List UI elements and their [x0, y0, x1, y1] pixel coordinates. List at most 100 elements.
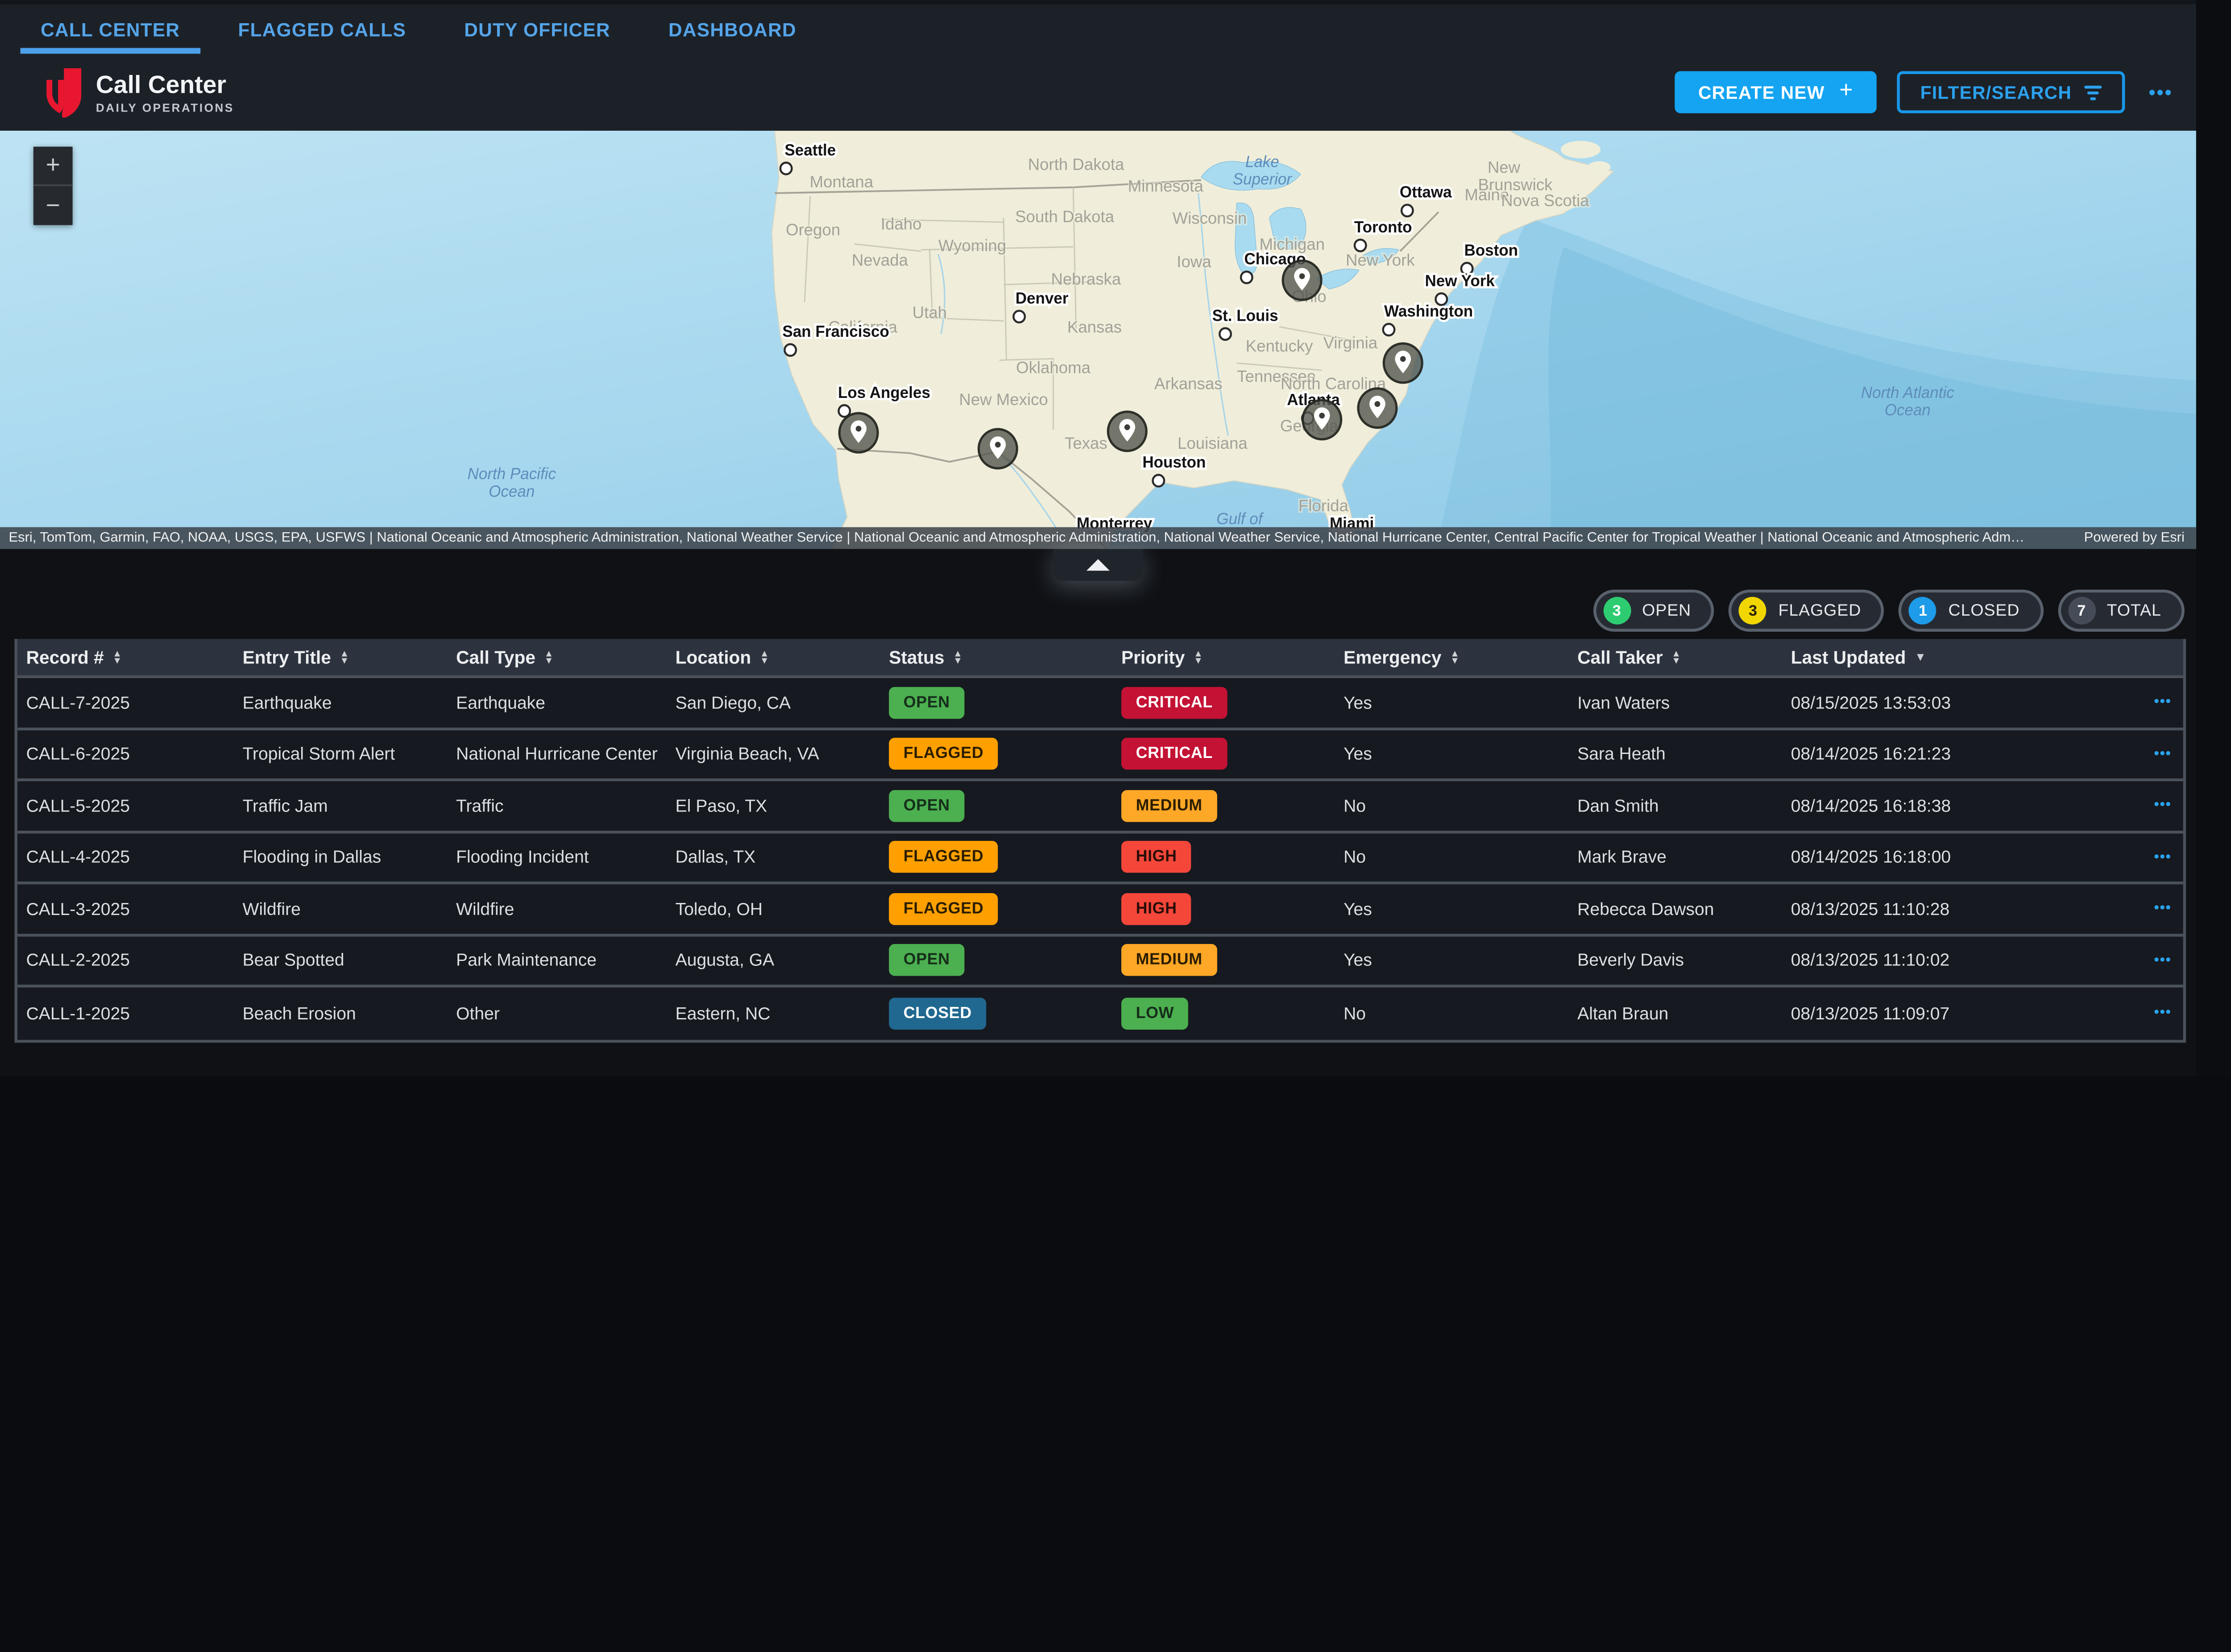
tab-dashboard[interactable]: DASHBOARD: [668, 18, 796, 40]
sort-icon: ▲ ▼: [953, 648, 963, 666]
chip-label: FLAGGED: [1778, 602, 1862, 620]
incident-pin-marker[interactable]: [1382, 342, 1423, 384]
sort-icon: ▲ ▼: [759, 648, 769, 666]
row-more-options-button[interactable]: •••: [2154, 746, 2172, 762]
sort-icon: ▲ ▼: [544, 648, 554, 666]
zoom-in-button[interactable]: +: [33, 146, 73, 186]
cell-entry-title: Beach Erosion: [242, 1003, 356, 1024]
column-header-call-type[interactable]: Call Type ▲ ▼: [448, 647, 667, 667]
row-more-options-button[interactable]: •••: [2154, 1005, 2172, 1022]
attribution-text: Esri, TomTom, Garmin, FAO, NOAA, USGS, E…: [8, 530, 2025, 546]
state-label: Montana: [810, 172, 874, 191]
priority-badge: LOW: [1121, 997, 1189, 1030]
tab-call-center[interactable]: CALL CENTER: [20, 4, 200, 54]
records-table: Record # ▲ ▼ Entry Title ▲ ▼ Call Type ▲ ▼ Locati…: [14, 639, 2186, 1042]
cell-location: Dallas, TX: [675, 847, 756, 868]
summary-chip-closed[interactable]: 1 CLOSED: [1899, 589, 2043, 632]
summary-chip-open[interactable]: 3 OPEN: [1592, 589, 1715, 632]
incident-pin-marker[interactable]: [977, 428, 1018, 470]
location-pin-icon: [1314, 407, 1330, 430]
column-label: Record #: [26, 647, 104, 667]
cell-record: CALL-2-2025: [26, 950, 130, 971]
city-label: Houston: [1142, 453, 1206, 471]
incident-pin-marker[interactable]: [1281, 259, 1323, 301]
cell-priority: CRITICAL: [1112, 738, 1335, 770]
column-label: Entry Title: [242, 647, 331, 667]
row-more-options-button[interactable]: •••: [2154, 849, 2172, 865]
city-dot: [1400, 203, 1414, 218]
cell-call-taker: Dan Smith: [1577, 795, 1659, 816]
table-row-call-1-2025[interactable]: CALL-1-2025 Beach Erosion Other Eastern, NC…: [17, 987, 2183, 1039]
summary-chip-flagged[interactable]: 3 FLAGGED: [1729, 589, 1885, 632]
tab-duty-officer[interactable]: DUTY OFFICER: [464, 18, 610, 40]
summary-chip-total[interactable]: 7 TOTAL: [2057, 589, 2185, 632]
call-center-app: CALL CENTER FLAGGED CALLS DUTY OFFICER D…: [0, 0, 2231, 1076]
more-options-button[interactable]: •••: [2149, 81, 2173, 103]
table-row-call-7-2025[interactable]: CALL-7-2025 Earthquake Earthquake San Diego…: [17, 678, 2183, 730]
cell-call-type: Other: [456, 1003, 500, 1024]
table-row-call-3-2025[interactable]: CALL-3-2025 Wildfire Wildfire Toledo, OH FLA…: [17, 884, 2183, 936]
column-header-last-updated[interactable]: Last Updated ▼: [1782, 647, 2105, 667]
state-label: Wyoming: [938, 236, 1006, 255]
cell-entry-title: Bear Spotted: [242, 950, 344, 971]
collapse-map-button[interactable]: [1053, 549, 1143, 581]
column-header-record-[interactable]: Record # ▲ ▼: [17, 647, 234, 667]
cell-status: FLAGGED: [880, 738, 1113, 770]
count-badge: 1: [1909, 596, 1937, 625]
row-more-options-button[interactable]: •••: [2154, 694, 2172, 711]
state-label: Nevada: [852, 250, 908, 269]
page-subtitle: DAILY OPERATIONS: [95, 101, 234, 114]
row-more-options-button[interactable]: •••: [2154, 901, 2172, 917]
column-header-emergency[interactable]: Emergency ▲ ▼: [1335, 647, 1569, 667]
incident-pin-marker[interactable]: [1107, 410, 1148, 452]
cell-status: CLOSED: [880, 997, 1113, 1030]
state-label: Kansas: [1067, 317, 1122, 336]
column-header-entry-title[interactable]: Entry Title ▲ ▼: [234, 647, 448, 667]
cell-status: OPEN: [880, 944, 1113, 977]
table-row-call-2-2025[interactable]: CALL-2-2025 Bear Spotted Park Maintenance A…: [17, 936, 2183, 988]
table-row-call-5-2025[interactable]: CALL-5-2025 Traffic Jam Traffic El Paso, TX…: [17, 781, 2183, 833]
column-header-call-taker[interactable]: Call Taker ▲ ▼: [1569, 647, 1783, 667]
state-label: Louisiana: [1178, 433, 1248, 452]
sort-icon: ▲ ▼: [1671, 648, 1681, 666]
filter-icon: [2085, 85, 2102, 99]
table-row-call-6-2025[interactable]: CALL-6-2025 Tropical Storm Alert National …: [17, 729, 2183, 782]
table-row-call-4-2025[interactable]: CALL-4-2025 Flooding in Dallas Flooding In…: [17, 832, 2183, 885]
create-new-button[interactable]: CREATE NEW +: [1675, 71, 1877, 113]
deep-ocean-shading-2: [1548, 247, 2196, 549]
row-more-options-button[interactable]: •••: [2154, 952, 2172, 969]
city-label: Boston: [1464, 241, 1518, 259]
cell-entry-title: Flooding in Dallas: [242, 847, 382, 868]
water-label: Lake: [1245, 153, 1279, 170]
scrollbar-track[interactable]: [2196, 0, 2231, 1076]
location-pin-icon: [1369, 396, 1385, 418]
app-logo-shield-icon: [46, 67, 82, 117]
incident-map[interactable]: Lake Superior North Pacific Ocean North Atla…: [0, 130, 2196, 549]
incident-pin-marker[interactable]: [1302, 399, 1343, 441]
cell-last-updated: 08/14/2025 16:18:00: [1791, 847, 1951, 868]
state-label: Texas: [1065, 433, 1107, 452]
zoom-out-button[interactable]: −: [33, 186, 73, 225]
filter-search-button[interactable]: FILTER/SEARCH: [1897, 71, 2126, 113]
tab-flagged-calls[interactable]: FLAGGED CALLS: [238, 18, 406, 40]
sort-icon: ▲ ▼: [340, 648, 349, 666]
column-header-location[interactable]: Location ▲ ▼: [667, 647, 880, 667]
priority-badge: MEDIUM: [1121, 944, 1217, 977]
column-header-priority[interactable]: Priority ▲ ▼: [1112, 647, 1335, 667]
map-attribution: Esri, TomTom, Garmin, FAO, NOAA, USGS, E…: [0, 527, 2196, 549]
water-label: North Atlantic: [1861, 384, 1954, 402]
cell-last-updated: 08/14/2025 16:18:38: [1791, 795, 1951, 816]
sort-icon: ▲ ▼: [112, 648, 122, 666]
row-more-options-button[interactable]: •••: [2154, 797, 2172, 814]
city-dot: [1240, 270, 1253, 285]
city-dot: [1353, 238, 1367, 253]
powered-by-esri-link[interactable]: Powered by Esri: [2084, 530, 2185, 546]
incident-pin-marker[interactable]: [1357, 387, 1398, 429]
cell-record: CALL-1-2025: [26, 1003, 130, 1024]
city-dot: [1012, 310, 1026, 323]
cell-priority: HIGH: [1112, 841, 1335, 874]
cell-emergency: Yes: [1344, 744, 1372, 765]
city-label: New York: [1425, 272, 1495, 290]
column-header-status[interactable]: Status ▲ ▼: [880, 647, 1113, 667]
incident-pin-marker[interactable]: [838, 412, 879, 454]
